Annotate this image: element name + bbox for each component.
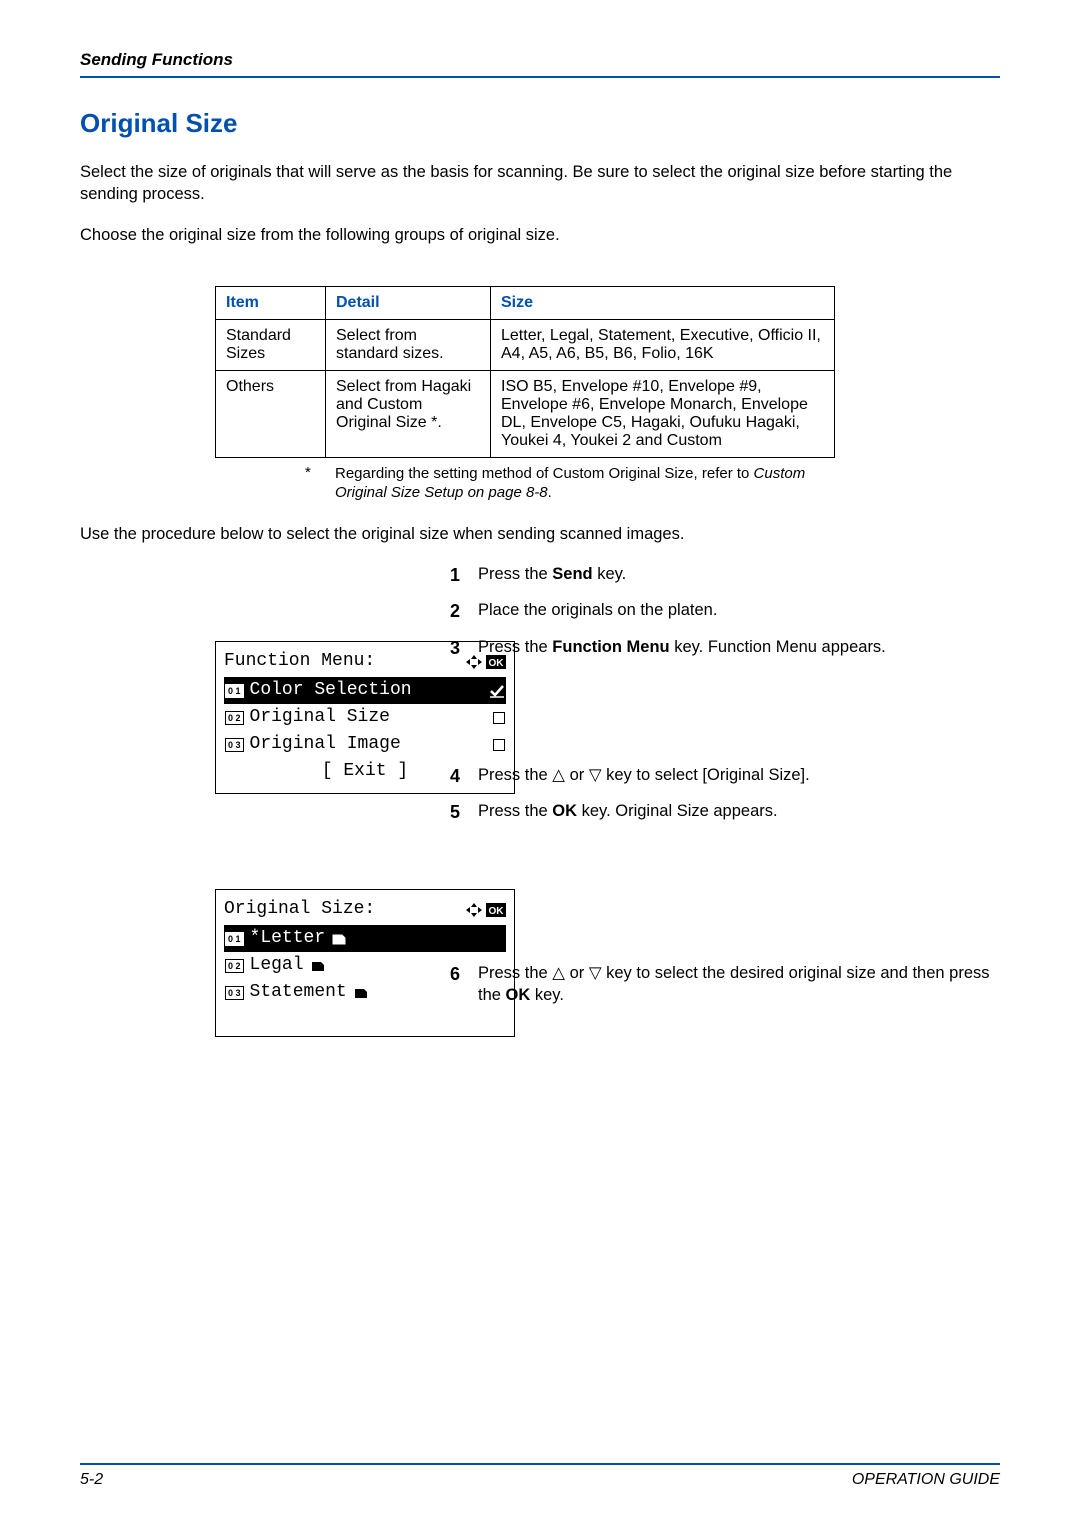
lcd-label: Statement	[250, 979, 347, 1006]
step-text: key to select [Original Size].	[602, 766, 810, 784]
steps-column: 1 Press the Send key. 2 Place the origin…	[450, 563, 1000, 1077]
cell-item: Standard Sizes	[216, 319, 326, 370]
lcd-index: 0 3	[225, 738, 244, 752]
lcd-label: Original Size	[250, 704, 390, 731]
lcd-column: Function Menu: OK 0 1 Color Selection	[80, 563, 410, 1077]
lcd-index: 0 1	[225, 932, 244, 946]
footnote-star: *	[305, 464, 335, 503]
page-footer: 5-2 OPERATION GUIDE	[80, 1463, 1000, 1489]
step-number: 2	[450, 599, 478, 623]
step-bold: Function Menu	[552, 638, 669, 656]
footer-rule	[80, 1463, 1000, 1465]
step-text: key. Original Size appears.	[577, 802, 778, 820]
step-2: 2 Place the originals on the platen.	[450, 599, 1000, 623]
lcd-index: 0 1	[225, 684, 244, 698]
running-header: Sending Functions	[80, 50, 1000, 70]
step-number: 4	[450, 764, 478, 788]
step-3: 3 Press the Function Menu key. Function …	[450, 636, 1000, 660]
step-body: Press the Send key.	[478, 563, 1000, 587]
step-body: Place the originals on the platen.	[478, 599, 1000, 623]
page-title: Original Size	[80, 108, 1000, 139]
orientation-icon	[353, 986, 369, 1000]
lcd-label: Color Selection	[250, 677, 412, 704]
size-table-wrap: Item Detail Size Standard Sizes Select f…	[215, 286, 835, 458]
step-number: 5	[450, 800, 478, 824]
step-number: 6	[450, 962, 478, 1007]
footer-title: OPERATION GUIDE	[852, 1471, 1000, 1489]
step-5: 5 Press the OK key. Original Size appear…	[450, 800, 1000, 824]
page-number: 5-2	[80, 1471, 103, 1489]
step-6: 6 Press the △ or ▽ key to select the des…	[450, 962, 1000, 1007]
step-body: Press the △ or ▽ key to select [Original…	[478, 764, 1000, 788]
step-bold: OK	[506, 986, 531, 1004]
cell-item: Others	[216, 370, 326, 457]
lcd-index: 0 2	[225, 959, 244, 973]
th-detail: Detail	[326, 286, 491, 319]
triangle-down-icon: ▽	[589, 962, 602, 984]
step-text: key.	[593, 565, 627, 583]
step-text: key. Function Menu appears.	[670, 638, 886, 656]
footnote-text: Regarding the setting method of Custom O…	[335, 464, 835, 503]
triangle-up-icon: △	[552, 962, 565, 984]
footnote: * Regarding the setting method of Custom…	[305, 464, 835, 503]
step-text: Press the	[478, 802, 552, 820]
step-body: Press the OK key. Original Size appears.	[478, 800, 1000, 824]
cell-size: ISO B5, Envelope #10, Envelope #9, Envel…	[491, 370, 835, 457]
step-text: key.	[530, 986, 564, 1004]
step-bold: OK	[552, 802, 577, 820]
step-1: 1 Press the Send key.	[450, 563, 1000, 587]
size-table: Item Detail Size Standard Sizes Select f…	[215, 286, 835, 458]
footnote-period: .	[548, 484, 552, 501]
table-row: Others Select from Hagaki and Custom Ori…	[216, 370, 835, 457]
lcd-label: Original Image	[250, 731, 401, 758]
th-size: Size	[491, 286, 835, 319]
step-text: or	[565, 964, 589, 982]
intro-1: Select the size of originals that will s…	[80, 161, 1000, 206]
cell-detail: Select from standard sizes.	[326, 319, 491, 370]
step-text: Press the	[478, 766, 552, 784]
lcd-index: 0 3	[225, 986, 244, 1000]
triangle-down-icon: ▽	[589, 764, 602, 786]
lcd-title: Original Size:	[224, 896, 375, 923]
cell-size: Letter, Legal, Statement, Executive, Off…	[491, 319, 835, 370]
step-text: Press the	[478, 964, 552, 982]
step-text: Press the	[478, 565, 552, 583]
footnote-plain: Regarding the setting method of Custom O…	[335, 465, 754, 482]
orientation-icon	[310, 959, 326, 973]
step-body: Press the Function Menu key. Function Me…	[478, 636, 1000, 660]
header-rule	[80, 76, 1000, 78]
th-item: Item	[216, 286, 326, 319]
intro-2: Choose the original size from the follow…	[80, 224, 1000, 246]
lcd-title: Function Menu:	[224, 648, 375, 675]
step-text: or	[565, 766, 589, 784]
step-text: Press the	[478, 638, 552, 656]
lcd-index: 0 2	[225, 711, 244, 725]
step-4: 4 Press the △ or ▽ key to select [Origin…	[450, 764, 1000, 788]
step-bold: Send	[552, 565, 592, 583]
step-number: 1	[450, 563, 478, 587]
table-row: Standard Sizes Select from standard size…	[216, 319, 835, 370]
step-number: 3	[450, 636, 478, 660]
cell-detail: Select from Hagaki and Custom Original S…	[326, 370, 491, 457]
triangle-up-icon: △	[552, 764, 565, 786]
steps-area: Function Menu: OK 0 1 Color Selection	[80, 563, 1000, 1077]
lcd-label: *Letter	[250, 925, 326, 952]
orientation-icon	[331, 932, 347, 946]
intro-3: Use the procedure below to select the or…	[80, 523, 1000, 545]
lcd-label: Legal	[250, 952, 304, 979]
step-body: Press the △ or ▽ key to select the desir…	[478, 962, 1000, 1007]
